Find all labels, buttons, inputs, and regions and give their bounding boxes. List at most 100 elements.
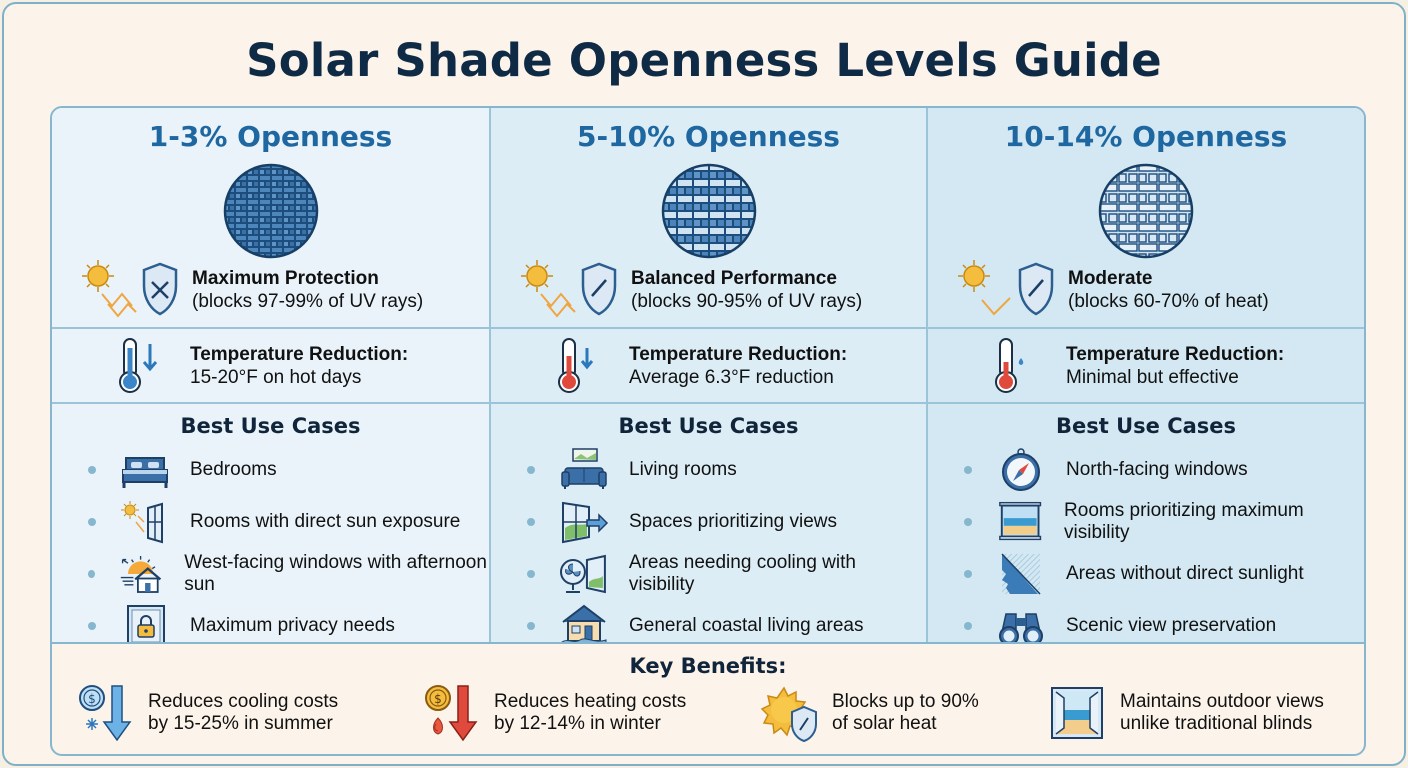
- bullet-dot: [527, 466, 535, 474]
- sun-shield-slash-icon: [958, 260, 1054, 316]
- benefit-line-1: Reduces heating costs: [494, 691, 687, 712]
- use-case-item: General coastal living areas: [491, 600, 926, 642]
- protection-summary: Maximum Protection (blocks 97-99% of UV …: [80, 258, 423, 322]
- sun-shield-x-icon: [82, 260, 178, 318]
- use-case-text: Scenic view preservation: [1066, 615, 1277, 636]
- protection-label: Moderate: [1068, 268, 1153, 289]
- use-case-item: Areas without direct sunlight: [928, 548, 1364, 600]
- bullet-dot: [88, 518, 96, 526]
- protection-summary: Moderate (blocks 60-70% of heat): [956, 258, 1269, 322]
- temperature-cell-1: Temperature Reduction: 15-20°F on hot da…: [52, 329, 491, 404]
- use-case-item: West-facing windows with afternoon sun: [52, 548, 489, 600]
- benefit-item: Blocks up to 90% of solar heat: [760, 684, 979, 742]
- open-weave-fabric-icon: [1098, 163, 1194, 259]
- window-arrow-icon: [562, 501, 609, 544]
- protection-detail: (blocks 97-99% of UV rays): [192, 291, 424, 312]
- bed-icon: [122, 457, 168, 488]
- use-case-item: North-facing windows: [928, 444, 1364, 496]
- use-case-text: Areas needing cooling with visibility: [628, 552, 856, 595]
- thermometer-cold-down-icon: [119, 337, 158, 393]
- use-cases-title: Best Use Cases: [618, 414, 799, 438]
- benefit-line-1: Reduces cooling costs: [148, 691, 339, 712]
- window-view-icon: [1051, 687, 1103, 739]
- bullet-dot: [88, 570, 96, 578]
- bullet-dot: [527, 518, 535, 526]
- protection-label: Maximum Protection: [192, 268, 379, 289]
- bullet-dot: [527, 622, 535, 630]
- thermometer-drop-icon: [995, 337, 1024, 393]
- temperature-value: 15-20°F on hot days: [190, 366, 362, 388]
- temperature-label: Temperature Reduction:: [629, 343, 848, 365]
- svg-text:$: $: [88, 692, 96, 706]
- temperature-value: Minimal but effective: [1066, 366, 1239, 388]
- use-case-item: Living rooms: [491, 444, 926, 496]
- svg-text:$: $: [434, 692, 442, 706]
- sun-shield-icon: [760, 686, 817, 742]
- use-case-text: North-facing windows: [1066, 459, 1248, 480]
- use-case-item: Spaces prioritizing views: [491, 496, 926, 548]
- shade-icon: [1001, 553, 1041, 595]
- bullet-dot: [964, 622, 972, 630]
- use-case-text: Areas without direct sunlight: [1066, 563, 1304, 584]
- benefit-item: Maintains outdoor views unlike tradition…: [1048, 684, 1324, 742]
- column-title: 5-10% Openness: [577, 120, 840, 153]
- use-case-item: Rooms with direct sun exposure: [52, 496, 489, 548]
- bullet-dot: [964, 570, 972, 578]
- use-cases-title: Best Use Cases: [1055, 414, 1237, 438]
- use-case-text: Bedrooms: [190, 459, 277, 480]
- column-header-1: 1-3% Openness: [52, 108, 491, 329]
- column-title: 1-3% Openness: [148, 120, 393, 153]
- key-benefits-panel: Key Benefits: $ Reduces cooling costs by…: [50, 644, 1366, 756]
- fan-window-icon: [559, 554, 606, 594]
- sun-shield-slash-icon: [521, 260, 617, 318]
- page-title: Solar Shade Openness Levels Guide: [246, 34, 1162, 87]
- bullet-dot: [88, 622, 96, 630]
- compass-icon: [1002, 448, 1040, 491]
- benefit-line-2: by 12-14% in winter: [494, 713, 661, 734]
- bullet-dot: [964, 466, 972, 474]
- benefit-line-2: of solar heat: [832, 713, 937, 734]
- tight-weave-fabric-icon: [223, 163, 318, 259]
- benefit-line-2: by 15-25% in summer: [148, 713, 333, 734]
- beach-window-icon: [998, 501, 1041, 541]
- use-cases-cell-2: Best Use Cases Living rooms: [491, 404, 928, 642]
- benefit-line-1: Maintains outdoor views: [1120, 691, 1324, 712]
- protection-label: Balanced Performance: [631, 268, 837, 289]
- medium-weave-fabric-icon: [661, 163, 756, 259]
- use-case-text: West-facing windows with afternoon sun: [184, 552, 487, 595]
- use-case-item: Rooms prioritizing maximum visibility: [928, 496, 1364, 548]
- sofa-icon: [561, 448, 607, 489]
- use-cases-cell-3: Best Use Cases North-facing windows: [928, 404, 1364, 642]
- protection-detail: (blocks 90-95% of UV rays): [631, 291, 863, 312]
- temperature-cell-3: Temperature Reduction: Minimal but effec…: [928, 329, 1364, 404]
- cooling-cost-down-icon: $: [79, 685, 132, 742]
- benefit-item: $ Reduces cooling costs by 15-25% in sum…: [76, 684, 338, 742]
- use-case-item: Maximum privacy needs: [52, 600, 489, 642]
- use-case-text: Spaces prioritizing views: [629, 511, 838, 532]
- use-case-item: Bedrooms: [52, 444, 489, 496]
- benefit-item: $ Reduces heating costs by 12-14% in win…: [422, 684, 686, 742]
- use-case-text: Rooms with direct sun exposure: [190, 511, 461, 532]
- temperature-value: Average 6.3°F reduction: [629, 366, 834, 388]
- protection-detail: (blocks 60-70% of heat): [1068, 291, 1269, 312]
- benefit-line-1: Blocks up to 90%: [832, 691, 979, 712]
- column-header-2: 5-10% Openness: [491, 108, 928, 329]
- temperature-cell-2: Temperature Reduction: Average 6.3°F red…: [491, 329, 928, 404]
- use-case-text: General coastal living areas: [629, 615, 864, 636]
- use-case-text: Rooms prioritizing maximum visibility: [1064, 500, 1304, 543]
- use-case-item: Areas needing cooling with visibility: [491, 548, 926, 600]
- column-title: 10-14% Openness: [1004, 120, 1288, 153]
- heating-cost-down-icon: $: [425, 685, 478, 742]
- bullet-dot: [527, 570, 535, 578]
- bullet-dot: [964, 518, 972, 526]
- use-case-item: Scenic view preservation: [928, 600, 1364, 642]
- use-case-text: Maximum privacy needs: [190, 615, 395, 636]
- coastal-house-icon: [561, 604, 607, 642]
- use-case-text: Living rooms: [629, 459, 737, 480]
- key-benefits-title: Key Benefits:: [629, 654, 787, 678]
- thermometer-hot-down-icon: [558, 337, 594, 393]
- use-cases-title: Best Use Cases: [180, 414, 361, 438]
- bullet-dot: [88, 466, 96, 474]
- use-cases-cell-1: Best Use Cases Bedrooms: [52, 404, 491, 642]
